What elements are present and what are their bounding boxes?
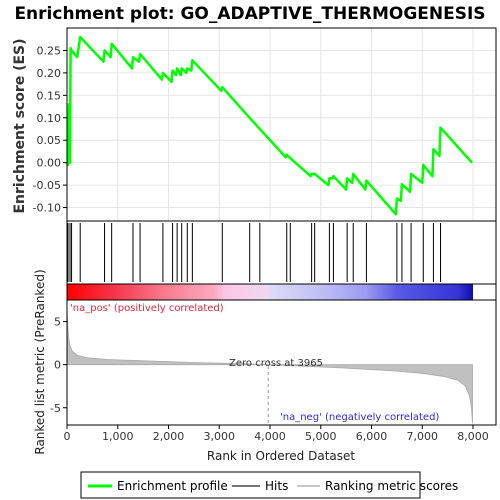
es-y-label: Enrichment score (ES) — [12, 38, 28, 213]
legend-label-hits: Hits — [265, 479, 288, 493]
metric-y-tick-label: 5 — [54, 316, 61, 329]
es-grid — [66, 28, 496, 221]
hit-marks — [67, 223, 442, 282]
es-panel: -0.10 -0.05 0.00 0.05 0.10 0.15 0.20 0.25 Enric… — [12, 27, 497, 222]
es-y-ticks: -0.10 -0.05 0.00 0.05 0.10 0.15 0.20 0.25 — [33, 44, 67, 215]
metric-frame — [66, 299, 497, 426]
x-tick-label: 4,000 — [254, 430, 286, 443]
metric-y-tick-label: 0 — [54, 359, 61, 372]
es-y-tick-label: 0.15 — [37, 89, 62, 102]
zero-cross-annotation: Zero cross at 3965 — [229, 358, 323, 369]
chart-title: Enrichment plot: GO_ADAPTIVE_THERMOGENES… — [14, 4, 485, 24]
x-tick-label: 0 — [64, 430, 71, 443]
metric-x-ticks: 0 1,000 2,000 3,000 4,000 5,000 6,000 7,000 8,00… — [64, 425, 489, 443]
x-tick-label: 6,000 — [356, 430, 388, 443]
es-y-tick-label: 0.00 — [37, 157, 62, 170]
metric-y-ticks: -5 0 5 — [50, 316, 67, 415]
x-tick-label: 8,000 — [457, 430, 489, 443]
x-tick-label: 3,000 — [204, 430, 236, 443]
neg-annotation: 'na_neg' (negatively correlated) — [280, 412, 439, 423]
es-y-tick-label: 0.05 — [37, 134, 62, 147]
es-y-tick-label: 0.20 — [37, 67, 62, 80]
legend-label-enrichment-profile: Enrichment profile — [117, 479, 228, 493]
hits-frame — [66, 220, 497, 285]
x-axis-label: Rank in Ordered Dataset — [207, 449, 355, 463]
metric-y-label: Ranked list metric (PreRanked) — [33, 269, 47, 454]
x-tick-label: 2,000 — [153, 430, 185, 443]
enrichment-profile-line — [65, 35, 473, 216]
rank-colorbar — [67, 284, 473, 300]
legend: Enrichment profile Hits Ranking metric s… — [80, 471, 458, 499]
es-y-tick-label: -0.05 — [33, 179, 61, 192]
es-y-tick-label: 0.25 — [37, 44, 62, 57]
metric-panel: -5 0 5 0 1,000 2,000 3,000 4,000 5,000 6,000 7,00… — [33, 269, 497, 463]
x-tick-label: 5,000 — [305, 430, 337, 443]
x-tick-label: 1,000 — [102, 430, 134, 443]
pos-annotation: 'na_pos' (positively correlated) — [70, 303, 224, 314]
legend-label-ranking-metric: Ranking metric scores — [325, 479, 458, 493]
ranking-metric-area — [66, 308, 473, 424]
es-frame — [66, 27, 497, 222]
x-tick-label: 7,000 — [407, 430, 439, 443]
hits-panel — [66, 220, 497, 285]
rank-colorbar-panel — [66, 283, 497, 301]
metric-y-tick-label: -5 — [50, 402, 61, 415]
es-y-tick-label: -0.10 — [33, 202, 61, 215]
es-y-tick-label: 0.10 — [37, 112, 62, 125]
